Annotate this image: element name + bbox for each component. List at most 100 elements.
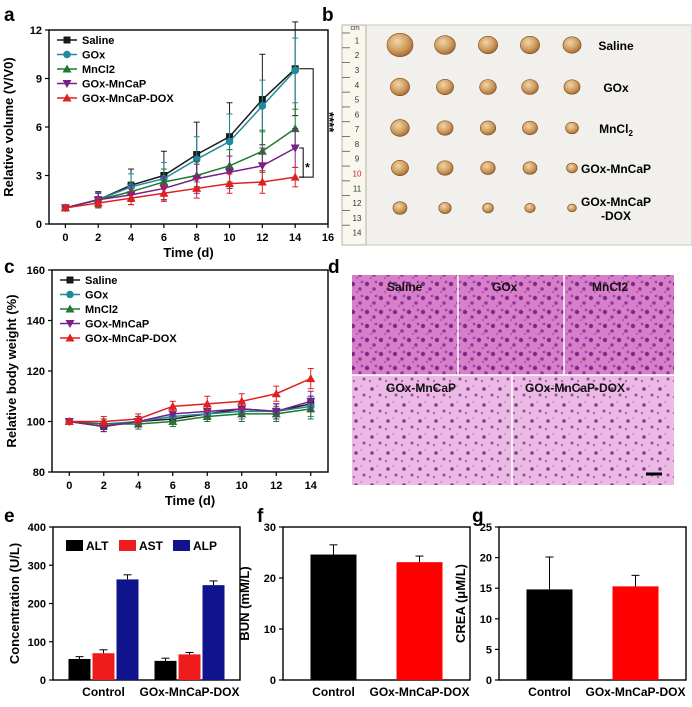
legend-marker [66,276,74,284]
legend-marker [65,304,75,313]
significance-stars: **** [322,112,337,133]
y-tick-label: 20 [480,553,492,565]
tumor [522,161,538,175]
tumor [479,120,497,136]
ruler-mark: 10 [353,169,362,178]
data-point [306,397,316,406]
y-axis-label: Relative volume (V/V0) [1,57,16,196]
tumor [565,121,579,135]
y-tick-label: 5 [486,644,492,656]
legend-marker [63,50,71,59]
data-point [93,198,103,207]
legend-marker [65,333,75,342]
ruler-mark: 1 [355,36,360,45]
x-tick-label: 12 [270,480,282,492]
tumor [391,159,409,177]
ruler-unit: cm [350,25,360,32]
data-point [225,179,235,188]
legend-label-ast: AST [139,539,164,553]
y-tick-label: 25 [480,522,492,534]
data-point [291,66,299,75]
series-line [65,69,296,209]
x-tick-label: 0 [66,480,72,492]
series-gox-mncap [64,390,316,433]
tumor [436,120,454,136]
bar [526,589,573,680]
significance-bracket-2 [299,147,304,178]
y-tick-label: 3 [36,171,42,183]
y-tick-label: 100 [28,637,46,649]
bar [68,658,91,680]
legend-label-saline: Saline [85,275,117,287]
tumor [522,120,538,136]
tumor [390,78,410,96]
bun-chart: 0 10 20 30 BUN (mM/L) Control GOx-MnCaP-DOX [237,522,471,699]
legend-swatch [66,540,83,551]
tumor [520,36,540,54]
tumor [436,160,454,176]
data-point [271,407,281,416]
y-tick-label: 10 [480,614,492,626]
y-axis-label: Concentration (U/L) [7,543,22,664]
legend: Saline GOx MnCl2 GOx-MnCaP GOx-MnCaP-DOX [57,35,174,105]
tumor [438,202,452,214]
panel-label-d: d [328,257,340,278]
panel-label-a: a [4,5,15,26]
body-weight-chart: 0 2 4 6 8 10 12 14 80 100 120 140 160 Time (d) Relativ… [4,265,329,508]
series-mncl2 [60,108,300,212]
row-label-mncl2: MnCl2 [599,122,633,138]
bar [612,586,659,680]
y-tick-label: 160 [27,265,45,277]
data-point [258,102,267,110]
legend-marker [62,64,72,73]
he-label-goxmncap: GOx-MnCaP [386,381,456,395]
data-point [159,188,169,197]
x-tick-label: 0 [62,232,68,244]
tumor [434,35,456,55]
tumor [567,203,577,213]
row-label-gox-mncap-dox: -DOX [601,209,631,223]
panel-label-g: g [472,506,484,527]
tumor [482,202,494,214]
series-line [69,408,311,425]
y-tick-label: 200 [28,599,46,611]
tumor-volume-chart: 0 2 4 6 8 10 12 14 16 0 3 6 9 12 Time (d) Relative volu… [1,21,337,260]
he-label-mncl2: MnCl2 [592,280,628,294]
category-label-control: Control [82,685,125,699]
y-tick-label: 12 [30,25,42,37]
series-line [69,377,312,423]
ruler-mark: 2 [355,51,360,60]
x-tick-label: 6 [161,232,167,244]
tumor [392,201,408,215]
legend-label-saline: Saline [82,35,114,47]
row-label-gox-mncap-dox: GOx-MnCaP [581,195,651,209]
histology-image: Saline GOx MnCl2 GOx-MnCaP GOx-MnCaP-DOX [352,275,674,485]
ruler-mark: 6 [355,110,360,119]
tumor [524,203,536,213]
tumor [480,161,496,175]
panel-label-f: f [257,506,264,527]
category-label-gox-mncap-dox: GOx-MnCaP-DOX [140,685,240,699]
legend-label-alp: ALP [193,539,217,553]
y-axis-label: CREA (μM/L) [453,564,468,643]
category-label-gox-mncap-dox: GOx-MnCaP-DOX [586,685,686,699]
tumor [563,79,581,95]
ruler [341,24,367,246]
legend-label-mncl2: MnCl2 [85,304,118,316]
liver-enzyme-chart: 0 100 200 300 400 Concentration (U/L) Control G… [7,522,241,699]
he-label-saline: Saline [387,280,423,294]
x-tick-label: 4 [135,480,142,492]
data-point [126,193,136,202]
data-point [64,417,74,425]
legend-label-gox: GOx [85,290,109,302]
bar [178,654,201,680]
data-point [237,396,247,405]
x-tick-label: 2 [101,480,107,492]
y-tick-label: 80 [33,467,45,479]
legend-swatch [119,540,136,551]
legend-label-gox-mncap: GOx-MnCaP [82,79,146,91]
x-tick-label: 14 [305,480,318,492]
he-label-dox: GOx-MnCaP-DOX [525,381,625,395]
crea-chart: 0 5 10 15 20 25 CREA (μM/L) Control GOx-MnCaP-DO… [453,522,687,699]
